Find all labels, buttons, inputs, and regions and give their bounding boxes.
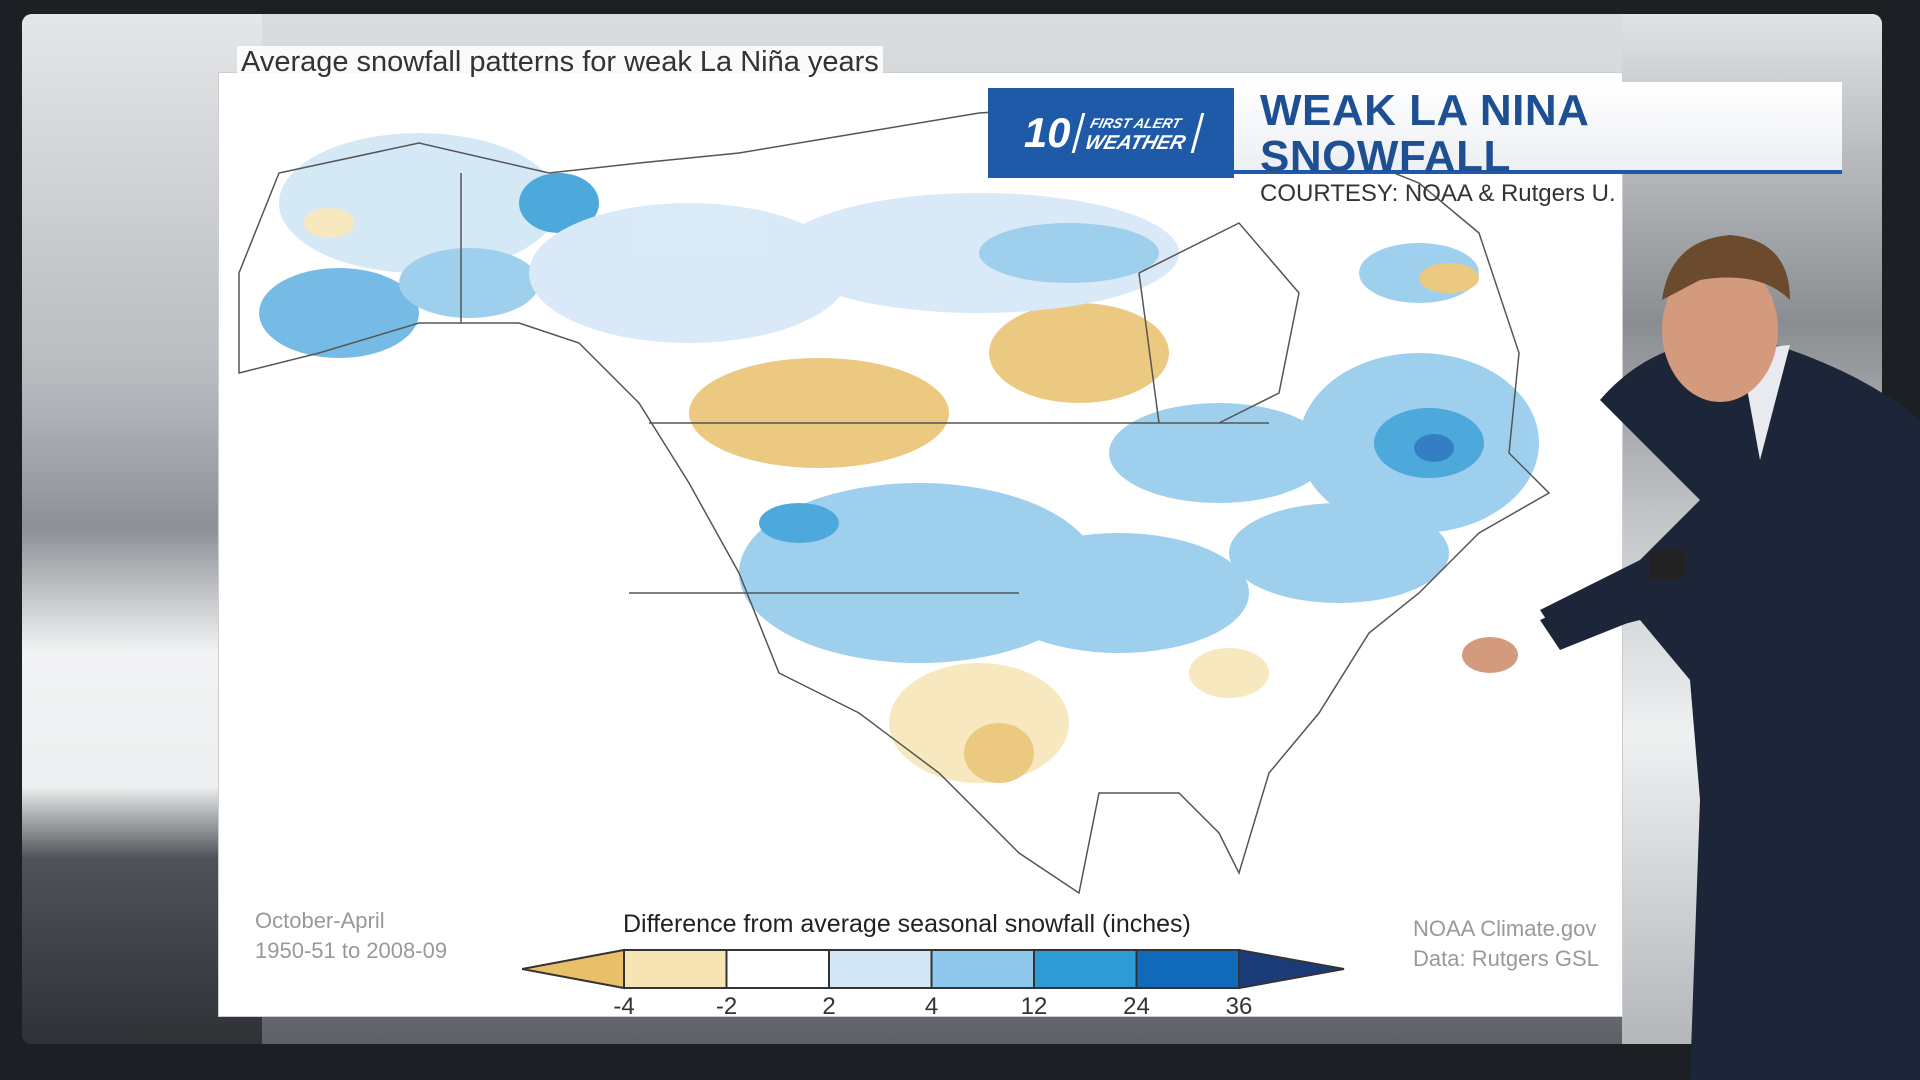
map-anomaly-blobs [259,133,1539,783]
map-borders [238,102,1551,895]
headline-subtitle: COURTESY: NOAA & Rutgers U. [1260,180,1616,207]
legend-colorbar [522,948,1345,990]
data-label: Data: Rutgers GSL [1413,946,1599,971]
map-title: Average snowfall patterns for weak La Ni… [237,46,883,79]
logo-channel-number: 10 [1023,109,1071,156]
legend-arrow-high [1238,948,1345,990]
legend-cell [930,949,1035,989]
period-label: October-April [255,908,385,933]
presenter-body [1540,338,1920,1080]
legend-tick-label: 12 [1020,993,1048,1020]
snowfall-map-panel [218,72,1623,1017]
legend-cell [725,949,830,989]
legend-tick-label: -4 [613,993,635,1020]
presenter-hair [1662,235,1790,300]
legend-title: Difference from average seasonal snowfal… [623,910,1191,938]
legend-tick-label: 2 [822,993,836,1020]
source-label: NOAA Climate.gov [1413,916,1597,941]
presenter-head [1662,258,1778,402]
legend-tick-label: 4 [924,993,939,1020]
legend-tick-label: 24 [1123,993,1150,1020]
headline-banner: WEAK LA NINA SNOWFALL COURTESY: NOAA & R… [1234,82,1842,207]
presenter-hand [1462,637,1518,673]
legend-tick-label: -2 [715,993,738,1020]
north-america-snowfall-map [238,102,1551,895]
legend-cell [828,949,933,989]
station-logo: 10 FIRST ALERT WEATHER [988,88,1234,178]
legend-tick-label: 36 [1225,993,1253,1020]
legend-cell [623,949,728,989]
headline-title: WEAK LA NINA SNOWFALL [1260,86,1588,181]
period-note: October-April 1950-51 to 2008-09 [255,906,447,966]
source-note: NOAA Climate.gov Data: Rutgers GSL [1413,914,1599,974]
legend-cell [1033,949,1138,989]
presenter-clicker [1650,550,1685,580]
presenter-arm [1540,575,1660,650]
years-label: 1950-51 to 2008-09 [255,938,448,963]
